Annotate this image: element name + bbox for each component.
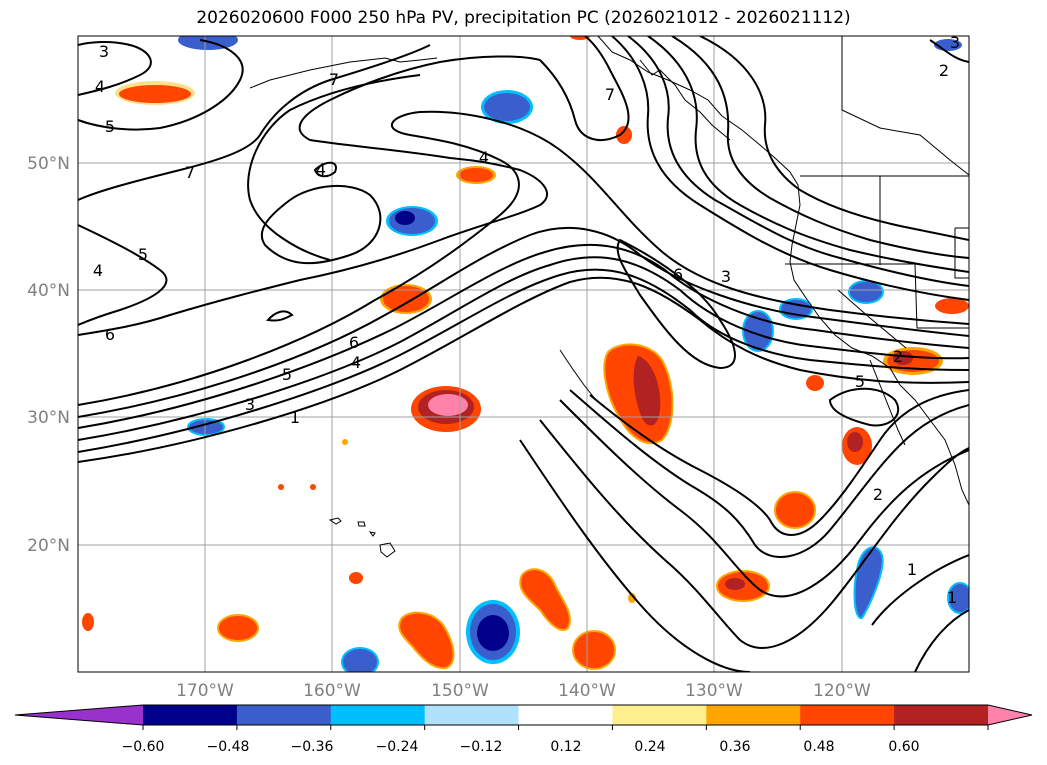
contour-label: 1 bbox=[947, 588, 957, 607]
colorbar-segment bbox=[143, 705, 238, 725]
contour-label: 4 bbox=[316, 160, 326, 179]
precip-negative-blob bbox=[187, 418, 225, 436]
lon-label: 170°W bbox=[176, 681, 234, 701]
colorbar-extend-low bbox=[15, 705, 143, 725]
latitude-labels: 50°N 40°N 30°N 20°N bbox=[27, 154, 70, 556]
precip-positive-blob bbox=[115, 81, 195, 105]
contour-label: 4 bbox=[95, 77, 105, 96]
lat-label: 20°N bbox=[27, 536, 70, 556]
precip-negative-blob bbox=[848, 280, 884, 304]
colorbar-segment bbox=[330, 705, 426, 725]
colorbar-segment bbox=[424, 705, 520, 725]
contour-label: 3 bbox=[721, 267, 731, 286]
colorbar-segments bbox=[143, 705, 989, 725]
lon-label: 140°W bbox=[558, 681, 616, 701]
lat-label: 40°N bbox=[27, 281, 70, 301]
precip-positive-blob-strong bbox=[603, 343, 674, 445]
precip-positive-blob bbox=[456, 166, 496, 184]
colorbar-segment bbox=[612, 705, 707, 725]
precip-positive-blob bbox=[572, 630, 616, 670]
contour-label: 7 bbox=[605, 85, 615, 104]
colorbar-tick-labels: −0.60 −0.48 −0.36 −0.24 −0.12 0.12 0.24 … bbox=[122, 739, 920, 755]
contour-label: 1 bbox=[290, 408, 300, 427]
contour-label: 3 bbox=[950, 33, 960, 52]
colorbar-tick-label: 0.24 bbox=[634, 739, 665, 755]
precip-positive-blob bbox=[806, 375, 824, 391]
colorbar-tick-label: 0.60 bbox=[888, 739, 919, 755]
lon-label: 160°W bbox=[303, 681, 361, 701]
precip-negative-blob bbox=[386, 206, 438, 236]
precip-positive-blob bbox=[774, 491, 816, 529]
precip-positive-blob bbox=[616, 126, 632, 144]
colorbar-segment bbox=[800, 705, 895, 725]
precip-positive-blob bbox=[380, 284, 432, 314]
contour-labels: 3 4 5 7 4 4 5 4 6 7 7 6 3 2 6 4 5 3 1 5 … bbox=[93, 33, 960, 607]
colorbar-tick-label: −0.36 bbox=[291, 739, 334, 755]
lon-label: 120°W bbox=[813, 681, 871, 701]
contour-label: 3 bbox=[99, 42, 109, 61]
graticule bbox=[78, 36, 969, 672]
contour-label: 3 bbox=[245, 395, 255, 414]
colorbar-tick-label: −0.48 bbox=[207, 739, 250, 755]
contour-label: 7 bbox=[329, 70, 339, 89]
map-frame bbox=[77, 35, 970, 673]
contour-label: 7 bbox=[185, 163, 195, 182]
lat-label: 30°N bbox=[27, 408, 70, 428]
contour-label: 5 bbox=[855, 372, 865, 391]
precip-negative-blob bbox=[481, 90, 533, 124]
contour-label: 6 bbox=[673, 265, 683, 284]
colorbar-tick-label: −0.60 bbox=[122, 739, 165, 755]
pv-contours bbox=[78, 36, 969, 672]
colorbar-segment bbox=[894, 705, 989, 725]
colorbar-segment bbox=[706, 705, 801, 725]
precip-positive-blob-strong bbox=[411, 386, 481, 432]
contour-label: 6 bbox=[349, 333, 359, 352]
colorbar-extend-high bbox=[988, 705, 1032, 725]
contour-label: 5 bbox=[105, 117, 115, 136]
colorbar-tick-label: −0.12 bbox=[460, 739, 503, 755]
colorbar: −0.60 −0.48 −0.36 −0.24 −0.12 0.12 0.24 … bbox=[14, 704, 1033, 755]
lon-label: 130°W bbox=[685, 681, 743, 701]
precip-positive-blob bbox=[519, 568, 571, 631]
contour-label: 5 bbox=[282, 365, 292, 384]
contour-label: 4 bbox=[93, 261, 103, 280]
contour-label: 2 bbox=[893, 347, 903, 366]
precip-positive-blob bbox=[935, 298, 969, 314]
precip-positive-blob bbox=[842, 427, 872, 465]
longitude-labels: 170°W 160°W 150°W 140°W 130°W 120°W bbox=[176, 681, 871, 701]
colorbar-tick-label: 0.48 bbox=[803, 739, 834, 755]
colorbar-segment bbox=[518, 705, 613, 725]
contour-label: 4 bbox=[351, 353, 361, 372]
contour-label: 2 bbox=[939, 61, 949, 80]
coastlines bbox=[249, 36, 969, 558]
lat-label: 50°N bbox=[27, 154, 70, 174]
contour-label: 1 bbox=[907, 560, 917, 579]
contour-label: 4 bbox=[479, 148, 489, 167]
precip-negative-blob bbox=[947, 582, 969, 614]
contour-label: 6 bbox=[105, 325, 115, 344]
colorbar-tick-label: 0.12 bbox=[550, 739, 581, 755]
lon-label: 150°W bbox=[431, 681, 489, 701]
contour-label: 2 bbox=[873, 485, 883, 504]
precip-positive-blob bbox=[398, 611, 455, 670]
colorbar-segment bbox=[236, 705, 332, 725]
colorbar-tick-label: −0.24 bbox=[376, 739, 419, 755]
precip-negative-blob bbox=[178, 36, 238, 50]
contour-label: 5 bbox=[138, 245, 148, 264]
precip-positive-blob bbox=[217, 614, 259, 642]
map-title: 2026020600 F000 250 hPa PV, precipitatio… bbox=[196, 8, 851, 28]
colorbar-ticks bbox=[142, 725, 989, 730]
precip-positive-blob bbox=[716, 570, 770, 602]
colorbar-tick-label: 0.36 bbox=[719, 739, 750, 755]
precip-negative-blob-strong bbox=[466, 600, 520, 664]
map-background bbox=[78, 36, 969, 672]
